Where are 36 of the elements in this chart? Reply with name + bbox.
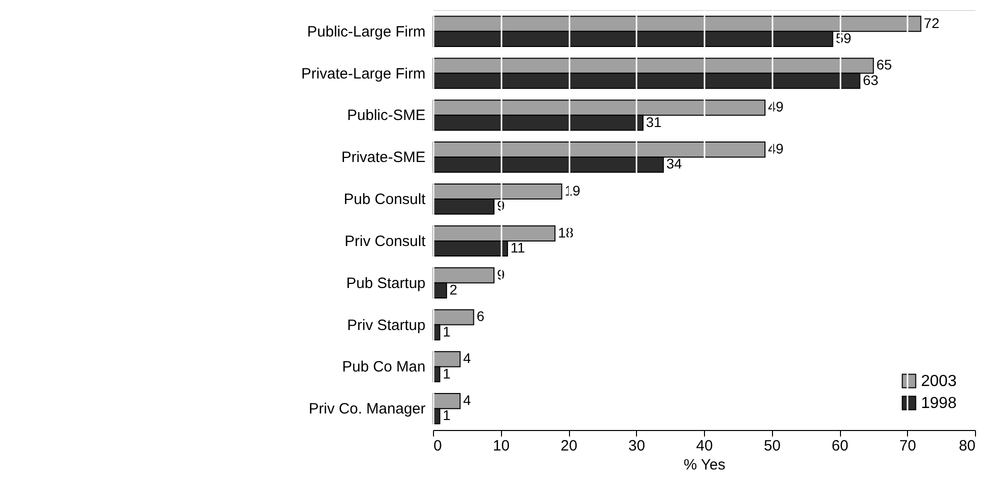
x-tick-label: 80: [958, 438, 976, 454]
data-label: 4: [463, 350, 472, 366]
data-label: 18: [558, 224, 574, 240]
x-tick-label: 0: [434, 438, 442, 454]
y-tick-label: Priv Co. Manager: [308, 400, 426, 418]
data-label: 31: [646, 114, 662, 130]
y-tick-label: Private-Large Firm: [301, 65, 426, 82]
data-label: 1: [442, 323, 451, 340]
y-tick-label: Pub Startup: [346, 274, 426, 292]
data-label: 63: [862, 72, 879, 88]
y-tick-label: Public-SME: [347, 107, 426, 124]
x-axis-title: % Yes: [684, 456, 726, 474]
data-label: 65: [876, 56, 892, 73]
y-tick-label: Priv Consult: [344, 232, 426, 250]
data-label: 6: [476, 308, 485, 324]
x-tick-label: 70: [899, 438, 916, 454]
data-label: 11: [510, 240, 526, 256]
data-label: 1: [442, 407, 451, 424]
y-tick-label: Private-SME: [341, 149, 426, 166]
data-label: 2: [450, 281, 458, 298]
x-tick-label: 20: [560, 438, 578, 454]
data-label: 1: [442, 365, 451, 382]
x-tick-label: 50: [764, 438, 781, 454]
y-tick-label: Public-Large Firm: [307, 23, 426, 40]
legend-label: 2003: [921, 373, 957, 390]
data-label: 34: [666, 156, 682, 172]
y-tick-label: Pub Consult: [344, 191, 426, 208]
data-label: 72: [924, 14, 940, 31]
y-tick-label: Pub Co Man: [342, 358, 426, 376]
legend-label: 1998: [921, 395, 957, 412]
y-tick-label: Priv Startup: [347, 316, 426, 334]
x-tick-label: 10: [492, 438, 510, 454]
x-tick-label: 30: [628, 438, 646, 454]
data-label: 4: [463, 392, 472, 408]
x-tick-label: 60: [832, 438, 848, 454]
x-tick-label: 40: [696, 438, 713, 454]
